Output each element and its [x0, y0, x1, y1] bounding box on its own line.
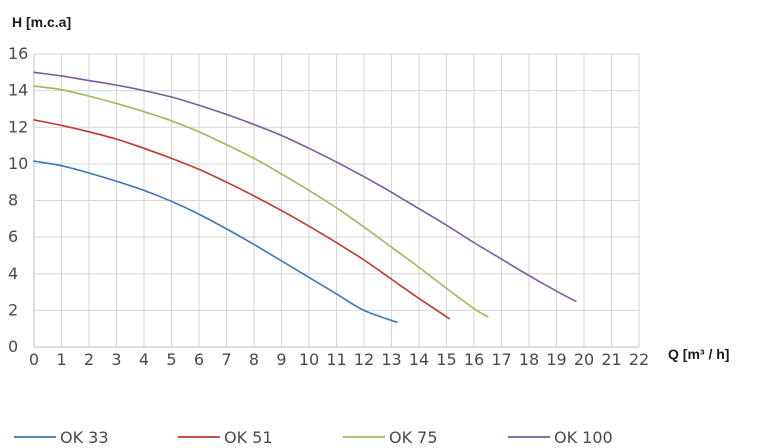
x-tick-label: 0	[29, 350, 39, 369]
x-tick-label: 10	[299, 350, 319, 369]
x-tick-label: 19	[546, 350, 566, 369]
x-tick-label: 1	[56, 350, 66, 369]
x-tick-label: 15	[436, 350, 456, 369]
x-tick-label: 18	[519, 350, 539, 369]
x-tick-label: 13	[381, 350, 401, 369]
y-tick-label: 10	[8, 154, 28, 173]
y-tick-label: 12	[8, 117, 28, 136]
x-tick-label: 4	[139, 350, 149, 369]
legend-label: OK 100	[554, 428, 613, 447]
x-tick-label: 6	[194, 350, 204, 369]
x-tick-label: 22	[629, 350, 649, 369]
y-tick-label: 8	[8, 191, 18, 210]
grid	[33, 53, 640, 348]
x-tick-label: 16	[464, 350, 484, 369]
y-tick-label: 2	[8, 300, 18, 319]
series-line-ok-75	[33, 85, 489, 318]
series-line-ok-33	[33, 160, 398, 324]
x-tick-label: 5	[166, 350, 176, 369]
x-tick-label: 12	[354, 350, 374, 369]
x-tick-label: 14	[409, 350, 429, 369]
x-tick-label: 21	[601, 350, 621, 369]
x-tick-label: 20	[574, 350, 594, 369]
y-tick-label: 0	[8, 337, 18, 356]
x-tick-label: 8	[249, 350, 259, 369]
legend-label: OK 75	[389, 428, 438, 447]
y-tick-label: 4	[8, 264, 18, 283]
x-tick-label: 9	[276, 350, 286, 369]
x-tick-label: 11	[326, 350, 346, 369]
y-tick-label: 14	[8, 81, 28, 100]
x-axis-title: Q [m³ / h]	[668, 346, 729, 362]
legend-label: OK 51	[224, 428, 273, 447]
tick-labels: 0 1 2 3 4 5 6 7 8 9 10 11 12 13 14 15 16 17 18 19 20 21 220246…	[8, 44, 649, 369]
x-tick-label: 7	[221, 350, 231, 369]
y-tick-label: 16	[8, 44, 28, 63]
y-tick-label: 6	[8, 227, 18, 246]
series-line-ok-100	[33, 71, 577, 303]
series-line-ok-51	[33, 119, 451, 320]
y-axis-title: H [m.c.a]	[12, 14, 71, 30]
legend-label: OK 33	[60, 428, 109, 447]
series-lines	[33, 71, 577, 324]
x-tick-label: 17	[491, 350, 511, 369]
legend: OK 33 OK 51 OK 75 OK 100	[14, 428, 613, 447]
x-tick-label: 3	[111, 350, 121, 369]
x-tick-label: 2	[84, 350, 94, 369]
